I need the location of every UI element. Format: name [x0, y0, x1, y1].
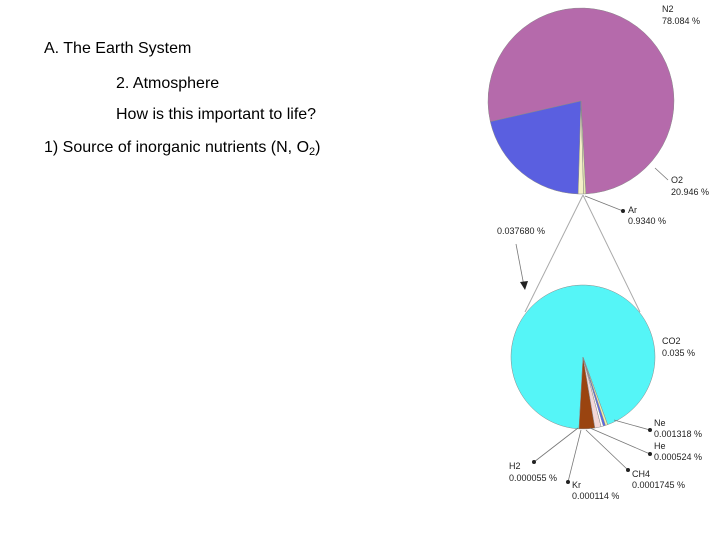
leader-ne: [613, 419, 651, 431]
label-ar-value: 0.9340 %: [628, 216, 666, 226]
leader-kr: [567, 429, 582, 483]
label-kr-value: 0.000114 %: [572, 491, 619, 501]
leader-o2: [654, 167, 669, 181]
label-n2-name: N2: [662, 4, 674, 14]
label-ch4-name: CH4: [632, 469, 650, 479]
label-n2-value: 78.084 %: [662, 16, 700, 26]
label-co2-value: 0.035 %: [662, 348, 695, 358]
expansion-line-right: [582, 194, 641, 313]
label-ch4-value: 0.0001745 %: [632, 480, 685, 490]
bullet-point: 1) Source of inorganic nutrients (N, O2): [44, 139, 320, 158]
trace-pie: [510, 284, 656, 430]
label-h2-value: 0.000055 %: [509, 473, 557, 483]
leader-he: [589, 427, 651, 455]
leader-ar-dot: [621, 209, 625, 213]
bullet-point-text: 1) Source of inorganic nutrients (N, O: [44, 139, 310, 156]
leader-h2: [533, 427, 579, 463]
bullet-point-suffix: ): [315, 139, 321, 156]
main-slice-trace-3: [580, 100, 587, 195]
leader-h2-dot: [532, 460, 536, 464]
leader-ch4-dot: [626, 468, 630, 472]
trace-arrow-head: [520, 281, 528, 290]
label-he-value: 0.000524 %: [654, 452, 702, 462]
label-ne-value: 0.001318 %: [654, 429, 702, 439]
slide-text: A. The Earth System 2. Atmosphere How is…: [0, 0, 460, 200]
leader-ne-dot: [648, 428, 652, 432]
leader-ar: [584, 195, 624, 212]
main-slice-o2: [490, 100, 582, 195]
label-trace-value: 0.037680 %: [497, 226, 545, 236]
slide-question: How is this important to life?: [116, 106, 317, 123]
leader-ch4: [585, 429, 629, 471]
label-o2-name: O2: [671, 175, 683, 185]
label-h2-name: H2: [509, 461, 521, 471]
label-co2-name: CO2: [662, 336, 681, 346]
label-he-name: He: [654, 441, 666, 451]
bullet-point-subscript: 2: [309, 146, 316, 158]
leader-he-dot: [648, 452, 652, 456]
expansion-line-left: [524, 194, 584, 313]
trace-slice-h2: [582, 356, 608, 426]
label-kr-name: Kr: [572, 480, 581, 490]
label-ar-name: Ar: [628, 205, 637, 215]
label-o2-value: 20.946 %: [671, 187, 709, 197]
label-ne-name: Ne: [654, 418, 666, 428]
slide-subheading: 2. Atmosphere: [116, 75, 220, 92]
main-pie: [487, 7, 675, 195]
leader-kr-dot: [566, 480, 570, 484]
leader-trace-arrow: [515, 243, 525, 287]
slide-heading: A. The Earth System: [44, 40, 192, 57]
